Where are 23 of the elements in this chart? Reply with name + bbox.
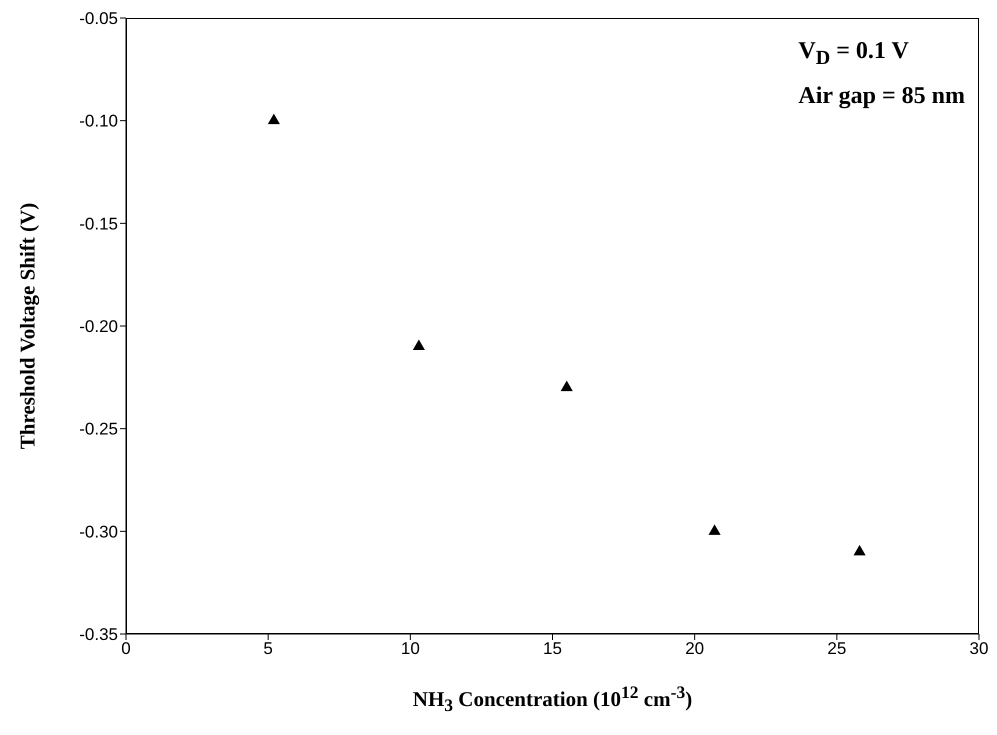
point xyxy=(268,114,280,124)
y-tick-label: -0.30 xyxy=(79,522,118,542)
y-tick-label: -0.15 xyxy=(79,214,118,234)
y-tick-label: -0.25 xyxy=(79,420,118,439)
point xyxy=(854,544,866,556)
y-tick-label: -0.05 xyxy=(79,9,118,28)
y-axis-title: Threshold Voltage Shift (V) xyxy=(16,202,40,450)
x-tick-label: 5 xyxy=(263,639,273,658)
y-tick-label: -0.10 xyxy=(79,112,118,131)
x-tick-label: 25 xyxy=(827,639,846,658)
annotation: Air gap = 85 nm xyxy=(798,82,965,111)
x-tick-label: 20 xyxy=(685,639,704,658)
point xyxy=(708,524,721,535)
x-tick-label: 0 xyxy=(121,639,131,658)
point xyxy=(412,340,425,350)
x-axis-title: NH$_{3}$ Concentration (10$^{12}$ cm$^{-3}$) xyxy=(412,682,692,716)
point xyxy=(560,380,573,392)
x-tick-label: 30 xyxy=(970,639,988,658)
x-tick-label: 15 xyxy=(543,639,562,658)
x-tick-label: 10 xyxy=(400,639,420,658)
annotation: V$_{D}$ = 0.1 V xyxy=(798,37,910,71)
y-tick-label: -0.20 xyxy=(79,317,118,336)
y-tick-label: -0.35 xyxy=(79,625,118,644)
